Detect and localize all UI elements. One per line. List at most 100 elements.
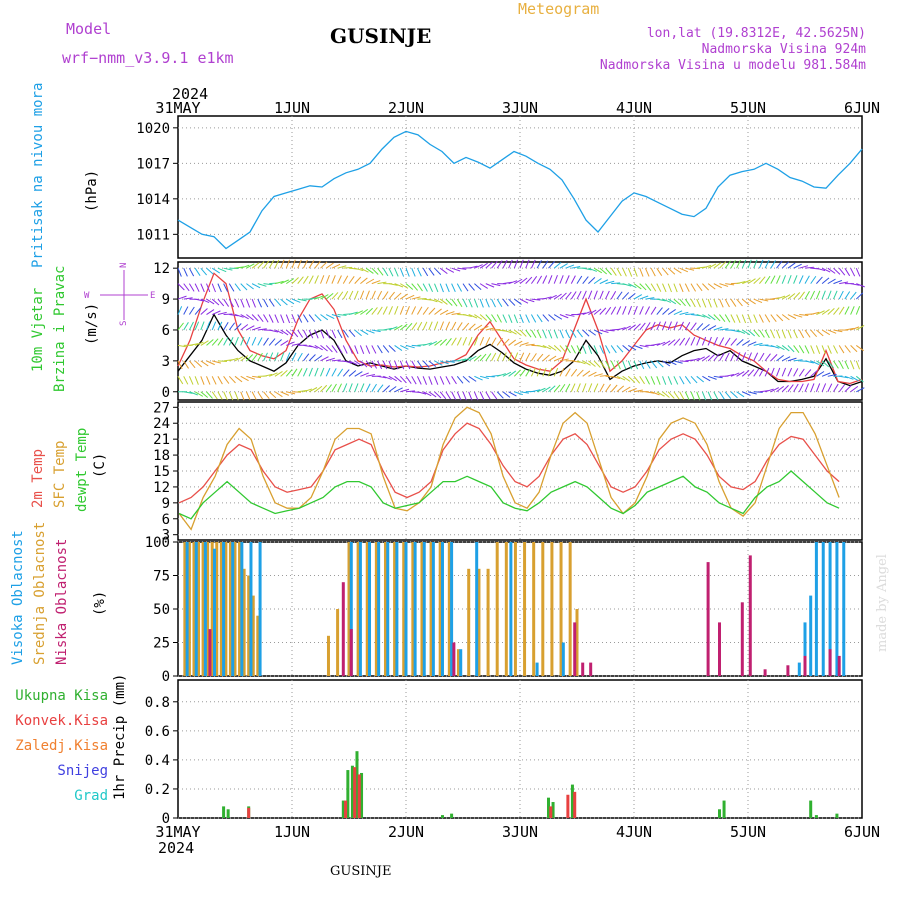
wind-direction-arrow: [508, 370, 517, 377]
clouds-bar-cloud_mid: [504, 542, 508, 676]
wind-direction-arrow: [314, 329, 319, 339]
wind-direction-arrow: [371, 307, 378, 315]
wind-direction-arrow: [206, 339, 214, 346]
wind-direction-arrow: [519, 314, 524, 324]
top-date-labels: 31MAY 1JUN 2JUN 3JUN 4JUN 5JUN 6JUN: [155, 99, 880, 117]
wind-direction-arrow: [553, 262, 562, 269]
wind-direction-arrow: [525, 276, 533, 284]
wind-direction-arrow: [576, 290, 582, 300]
wind-direction-arrow: [656, 298, 666, 302]
wind-direction-arrow: [382, 291, 389, 300]
precip-bar-precip_total: [350, 765, 354, 818]
wind-direction-arrow: [821, 267, 831, 273]
wind-direction-arrow: [314, 367, 319, 377]
wind-direction-arrow: [251, 353, 258, 362]
wind-direction-arrow: [365, 383, 371, 392]
wind-direction-arrow: [183, 283, 190, 292]
wind-direction-arrow: [536, 275, 543, 284]
wind-direction-arrow: [285, 259, 291, 269]
wind-direction-arrow: [308, 354, 316, 362]
wind-direction-arrow: [827, 308, 835, 315]
wind-direction-arrow: [673, 298, 682, 306]
cloud-ylabel-3: Niska Oblacnost: [54, 539, 70, 665]
precip-legend-item: Grad: [74, 788, 108, 804]
wind-direction-arrow: [662, 391, 670, 398]
wind-direction-arrow: [599, 374, 609, 377]
wind-direction-arrow: [217, 321, 223, 331]
clouds-bar-cloud_mid: [568, 542, 572, 676]
wind-direction-arrow: [434, 308, 442, 315]
wind-direction-arrow: [536, 329, 542, 339]
wind-direction-arrow: [228, 283, 235, 292]
wind-direction-arrow: [736, 339, 744, 346]
wind-direction-arrow: [798, 383, 804, 392]
wind-direction-arrow: [804, 345, 810, 354]
wind-direction-arrow: [702, 375, 711, 382]
wind-direction-arrow: [206, 298, 215, 305]
wind-direction-arrow: [268, 298, 275, 307]
wind-direction-arrow: [354, 329, 362, 337]
wind-direction-arrow: [211, 267, 221, 274]
precip-bar-precip_total: [547, 797, 550, 818]
wind-direction-arrow: [616, 327, 626, 331]
wind-direction-arrow: [257, 261, 265, 269]
clouds-bar-cloud_mid: [224, 542, 228, 676]
wind-direction-arrow: [234, 314, 244, 318]
wind-direction-arrow: [188, 267, 195, 277]
wind-direction-arrow: [593, 360, 601, 368]
wind-direction-arrow: [730, 298, 737, 307]
wind-direction-arrow: [274, 314, 279, 324]
wind-direction-arrow: [810, 275, 817, 284]
wind-direction-arrow: [793, 345, 800, 353]
wind-direction-arrow: [285, 314, 291, 324]
wind-direction-arrow: [354, 345, 359, 354]
wind-direction-arrow: [719, 352, 725, 362]
wind-direction-arrow: [280, 259, 285, 269]
wind-direction-arrow: [776, 275, 781, 284]
wind-direction-arrow: [644, 376, 650, 385]
wind-direction-arrow: [194, 283, 200, 292]
precip-ytick-label: 0.6: [145, 724, 170, 740]
clouds-ytick-label: 100: [145, 535, 170, 551]
clouds-bar-cloud_low: [837, 655, 841, 676]
wind-direction-arrow: [593, 345, 598, 354]
wind-direction-arrow: [787, 275, 792, 284]
wind-direction-arrow: [251, 298, 256, 308]
wind-direction-arrow: [411, 283, 419, 291]
wind-direction-arrow: [263, 260, 270, 269]
wind-direction-arrow: [702, 355, 710, 362]
wind-direction-arrow: [684, 391, 690, 401]
wind-direction-arrow: [724, 391, 732, 400]
temperature-ytick-label: 3: [162, 528, 170, 544]
wind-direction-arrow: [365, 278, 375, 285]
compass-w: W: [84, 291, 90, 301]
clouds-bar-cloud_low: [786, 665, 790, 676]
wind-direction-arrow: [377, 360, 383, 370]
wind-direction-arrow: [246, 314, 254, 321]
wind-direction-arrow: [468, 298, 473, 308]
wind-direction-arrow: [291, 298, 301, 303]
wind-direction-arrow: [331, 368, 337, 377]
wind-direction-arrow: [781, 329, 786, 339]
wind-direction-arrow: [707, 325, 717, 331]
clouds-bar-cloud_high: [475, 542, 479, 676]
wind-direction-arrow: [365, 267, 374, 274]
wind-direction-arrow: [736, 314, 741, 323]
wind-direction-arrow: [542, 260, 549, 269]
wind-direction-arrow: [764, 314, 771, 323]
wind-direction-arrow: [644, 322, 651, 331]
clouds-bar-cloud_high: [413, 542, 417, 676]
wind-direction-arrow: [508, 352, 513, 362]
wind-direction-arrow: [662, 340, 671, 346]
wind-direction-arrow: [228, 391, 234, 401]
wind-direction-arrow: [702, 264, 712, 269]
wind-direction-arrow: [741, 370, 750, 377]
wind-direction-arrow: [570, 345, 576, 354]
wind-direction-arrow: [434, 391, 442, 399]
wind-direction-arrow: [611, 282, 621, 285]
wind-direction-arrow: [508, 329, 517, 335]
clouds-bar-cloud_mid: [456, 649, 460, 676]
wind-direction-arrow: [816, 310, 825, 315]
wind-ytick-label: 9: [162, 292, 170, 308]
wind-direction-arrow: [331, 329, 337, 339]
